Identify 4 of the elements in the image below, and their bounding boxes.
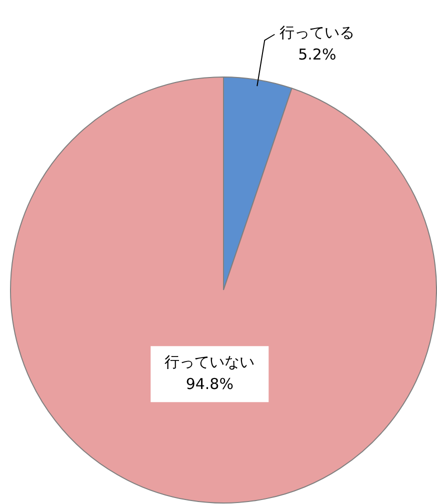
data-label: 5.2% (298, 45, 336, 64)
data-label: 94.8% (186, 374, 234, 393)
slice-label: 行っている (280, 23, 355, 42)
slice-label: 行っていない (164, 352, 255, 371)
